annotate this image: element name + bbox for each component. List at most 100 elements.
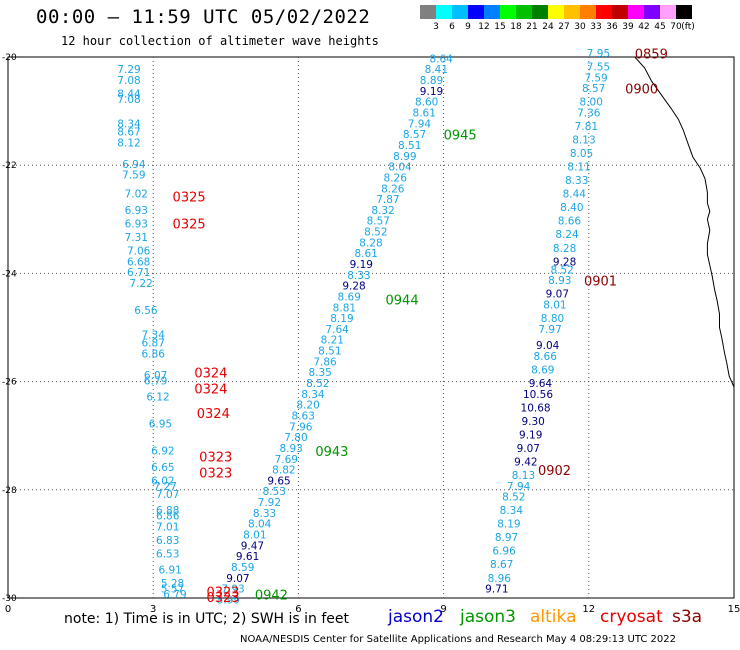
wave-height-label: 8.12 xyxy=(117,137,140,149)
wave-height-label: 6.87 xyxy=(142,337,165,349)
wave-height-label: 8.67 xyxy=(117,126,140,138)
wave-height-label: 8.53 xyxy=(263,486,286,498)
footnote: note: 1) Time is in UTC; 2) SWH is in fe… xyxy=(64,611,350,627)
colorbar-label: 18 xyxy=(510,22,522,32)
wave-height-label: 7.27 xyxy=(154,481,177,493)
page-subtitle: 12 hour collection of altimeter wave hei… xyxy=(61,34,379,48)
wave-height-label: 6.93 xyxy=(125,205,148,217)
wave-height-label: 8.99 xyxy=(393,151,416,163)
wave-height-label: 9.07 xyxy=(517,443,540,455)
colorbar-label: 39 xyxy=(622,22,634,32)
wave-height-label: 6.93 xyxy=(125,218,148,230)
colorbar-swatch xyxy=(564,5,580,19)
colorbar-swatch xyxy=(596,5,612,19)
wave-height-label: 7.80 xyxy=(284,432,307,444)
wave-height-label: 9.28 xyxy=(553,256,576,268)
wave-height-label: 8.82 xyxy=(272,465,295,477)
coastline xyxy=(634,56,735,388)
wave-height-label: 7.93 xyxy=(221,584,244,596)
legend-cryosat: cryosat xyxy=(600,607,663,627)
wave-height-label: 8.61 xyxy=(413,108,436,120)
wave-height-label: 9.19 xyxy=(519,429,542,441)
wave-height-label: 7.31 xyxy=(125,232,148,244)
wave-height-label: 7.08 xyxy=(117,75,140,87)
colorbar-label: 9 xyxy=(465,22,471,32)
wave-height-label: 8.69 xyxy=(338,291,361,303)
wave-height-label: 8.51 xyxy=(398,140,421,152)
wave-height-label: 8.99 xyxy=(217,594,240,606)
wave-height-label: 8.11 xyxy=(567,162,590,174)
wave-height-label: 8.93 xyxy=(548,275,571,287)
wave-height-label: 9.30 xyxy=(521,416,544,428)
wave-height-label: 6.86 xyxy=(142,348,166,360)
wave-height-label: 8.44 xyxy=(117,89,141,101)
wave-height-label: 8.26 xyxy=(384,172,408,184)
wave-height-label: 7.96 xyxy=(289,421,313,433)
colorbar-swatch xyxy=(420,5,436,19)
wave-height-label: 8.35 xyxy=(308,367,331,379)
wave-height-label: 10.68 xyxy=(521,402,551,414)
colorbar-label: 36 xyxy=(606,22,618,32)
wave-height-label: 6.07 xyxy=(144,370,167,382)
colorbar-label: 21 xyxy=(526,22,538,32)
colorbar-swatch xyxy=(468,5,484,19)
wave-height-label: 9.28 xyxy=(342,281,365,293)
wave-height-label: 8.26 xyxy=(381,183,405,195)
wave-height-label: 8.51 xyxy=(318,346,341,358)
pass-time-label: 0900 xyxy=(625,82,658,97)
wave-height-label: 7.55 xyxy=(587,62,610,74)
pass-time-label: 0323 xyxy=(199,467,232,482)
pass-time-label: 0942 xyxy=(255,588,288,603)
wave-height-label: 8.28 xyxy=(359,237,382,249)
colorbar-swatch xyxy=(580,5,596,19)
wave-height-label: 8.05 xyxy=(570,148,593,160)
colorbar-label: (ft) xyxy=(681,22,695,32)
wave-height-label: 6.94 xyxy=(122,159,146,171)
wave-height-label: 7.08 xyxy=(117,94,140,106)
wave-height-label: 6.92 xyxy=(151,446,174,458)
wave-height-label: 7.29 xyxy=(117,64,140,76)
pass-time-label: 0324 xyxy=(194,383,227,398)
x-tick-label: 0 xyxy=(5,604,11,615)
x-tick-label: 6 xyxy=(295,604,301,615)
wave-height-label: 8.21 xyxy=(321,335,344,347)
wave-height-label: 7.92 xyxy=(258,497,281,509)
x-tick-label: 15 xyxy=(728,604,740,615)
wave-height-label: 8.60 xyxy=(415,97,438,109)
wave-height-label: 8.13 xyxy=(572,135,595,147)
wave-height-label: 8.66 xyxy=(558,216,582,228)
colorbar-label: 33 xyxy=(590,22,602,32)
wave-height-label: 8.01 xyxy=(243,529,266,541)
wave-height-label: 9.19 xyxy=(420,86,443,98)
y-tick-label: -24 xyxy=(2,269,17,279)
colorbar-label: 12 xyxy=(478,22,490,32)
wave-height-label: 9.47 xyxy=(241,540,264,552)
wave-height-label: 8.59 xyxy=(231,562,254,574)
wave-height-label: 8.32 xyxy=(371,205,394,217)
wave-height-label: 6.95 xyxy=(149,419,172,431)
map-frame xyxy=(7,56,735,599)
wave-height-label: 8.66 xyxy=(534,351,558,363)
wave-height-label: 7.87 xyxy=(376,194,399,206)
wave-height-label: 9.42 xyxy=(514,456,537,468)
wave-height-label: 8.34 xyxy=(500,505,524,517)
credit-line: NOAA/NESDIS Center for Satellite Applica… xyxy=(240,634,676,645)
colorbar-label: 70 xyxy=(670,22,682,32)
wave-height-label: 7.94 xyxy=(408,118,432,130)
colorbar-swatch xyxy=(452,5,468,19)
colorbar-swatch xyxy=(500,5,516,19)
wave-height-label: 8.80 xyxy=(541,313,564,325)
wave-height-label: 8.52 xyxy=(550,264,573,276)
wave-height-label: 7.69 xyxy=(275,454,298,466)
wave-height-label: 8.20 xyxy=(296,400,319,412)
wave-height-label: 7.01 xyxy=(156,521,179,533)
wave-height-label: 8.96 xyxy=(488,573,512,585)
wave-height-label: 8.00 xyxy=(580,97,603,109)
wave-height-label: 8.33 xyxy=(565,175,588,187)
pass-time-label: 0323 xyxy=(206,591,239,606)
wave-height-label: 8.04 xyxy=(388,162,412,174)
pass-time-label: 0945 xyxy=(444,128,477,143)
colorbar-swatch xyxy=(436,5,452,19)
